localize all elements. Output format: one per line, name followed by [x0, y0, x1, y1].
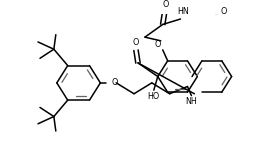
Text: O: O	[111, 78, 118, 87]
Text: O: O	[221, 7, 227, 16]
Text: O: O	[163, 0, 169, 9]
Text: NH: NH	[185, 97, 197, 106]
Text: O: O	[155, 40, 161, 49]
Text: HO: HO	[148, 92, 160, 101]
Text: O: O	[133, 38, 139, 47]
Text: HN: HN	[178, 7, 189, 16]
